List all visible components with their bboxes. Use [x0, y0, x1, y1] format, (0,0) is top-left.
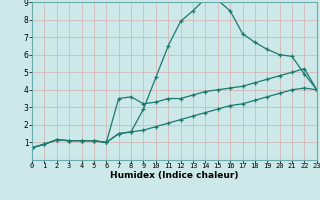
X-axis label: Humidex (Indice chaleur): Humidex (Indice chaleur)	[110, 171, 239, 180]
